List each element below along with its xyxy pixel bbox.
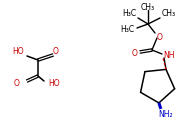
- Text: CH₃: CH₃: [141, 3, 155, 13]
- Text: NH: NH: [163, 51, 175, 61]
- Text: HO: HO: [48, 80, 60, 88]
- Text: O: O: [132, 49, 138, 57]
- Text: NH₂: NH₂: [159, 110, 173, 119]
- Text: O: O: [53, 47, 59, 57]
- Text: H₃C: H₃C: [122, 9, 136, 18]
- Text: CH₃: CH₃: [162, 9, 176, 18]
- Text: HO: HO: [12, 47, 24, 57]
- Text: O: O: [157, 34, 163, 43]
- Text: O: O: [14, 80, 20, 88]
- Text: H₃C: H₃C: [120, 26, 134, 34]
